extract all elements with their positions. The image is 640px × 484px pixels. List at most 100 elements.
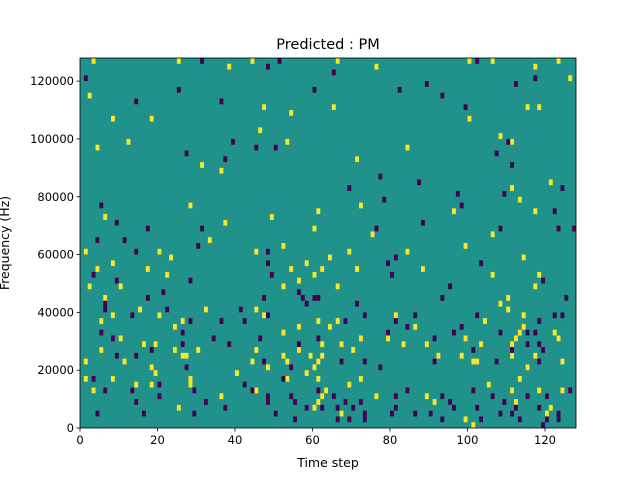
x-tick-label: 20 (150, 433, 165, 447)
heatmap-cell-high (223, 219, 228, 226)
heatmap-cell-low (440, 295, 445, 301)
heatmap-cell-low (114, 352, 119, 359)
heatmap-cell-low (390, 271, 394, 278)
heatmap-cell-low (432, 358, 437, 365)
heatmap-cell-low (304, 300, 309, 307)
heatmap-cell-high (506, 306, 511, 313)
heatmap-cell-low (541, 347, 546, 353)
heatmap-cell-low (192, 410, 197, 417)
heatmap-cell-high (463, 335, 468, 342)
heatmap-cell-low (219, 318, 224, 324)
heatmap-cell-high (324, 387, 329, 394)
heatmap-cell-high (118, 335, 123, 342)
heatmap-cell-low (200, 225, 205, 232)
heatmap-cell-low (455, 190, 460, 197)
heatmap-cell-high (525, 364, 530, 371)
heatmap-cell-low (273, 410, 278, 417)
heatmap-cell-high (347, 248, 352, 255)
heatmap-cell-low (525, 329, 530, 336)
heatmap-cell-high (308, 352, 313, 359)
heatmap-cell-low (343, 399, 348, 405)
heatmap-cell-low (359, 399, 363, 405)
heatmap-cell-low (459, 323, 464, 330)
heatmap-cell-low (552, 208, 557, 215)
heatmap-cell-low (130, 387, 135, 394)
heatmap-cell-high (521, 323, 526, 330)
heatmap-cell-high (436, 352, 441, 359)
heatmap-cell-low (541, 277, 546, 284)
heatmap-cell-high (250, 58, 255, 64)
heatmap-cell-high (207, 237, 212, 243)
heatmap-cell-high (413, 323, 418, 330)
heatmap-cell-low (393, 393, 398, 400)
heatmap-cell-high (149, 115, 154, 122)
heatmap-cell-high (111, 115, 115, 122)
heatmap-cell-high (188, 375, 193, 382)
heatmap-cell-low (556, 410, 561, 417)
heatmap-cell-low (91, 375, 96, 382)
heatmap-cell-low (479, 260, 484, 267)
heatmap-cell-high (281, 352, 286, 359)
heatmap-cell-low (413, 312, 418, 319)
heatmap-cell-low (335, 416, 340, 423)
heatmap-cell-high (548, 404, 553, 411)
heatmap-cell-low (254, 144, 259, 151)
heatmap-cell-high (126, 138, 131, 145)
heatmap-cell-high (134, 381, 139, 388)
heatmap-cell-low (397, 86, 402, 93)
heatmap-cell-low (111, 335, 115, 342)
heatmap-cell-high (483, 318, 487, 324)
heatmap-cell-low (510, 347, 515, 353)
heatmap-cell-low (149, 347, 154, 353)
heatmap-cell-high (262, 104, 267, 111)
heatmap-cell-high (490, 58, 495, 64)
heatmap-cell-high (328, 254, 332, 261)
heatmap-cell-low (134, 98, 139, 105)
heatmap-background (80, 58, 576, 428)
heatmap-cell-low (514, 404, 518, 411)
heatmap-cell-high (560, 358, 565, 365)
heatmap-cell-high (556, 58, 561, 64)
heatmap-cell-low (545, 416, 549, 423)
heatmap-cell-high (548, 179, 553, 186)
heatmap-cell-high (393, 312, 398, 319)
heatmap-cell-high (510, 185, 515, 191)
heatmap-cell-low (498, 410, 503, 417)
heatmap-cell-low (510, 162, 515, 168)
heatmap-cell-low (130, 312, 135, 319)
heatmap-cell-low (289, 393, 294, 400)
heatmap-cell-low (378, 173, 383, 180)
heatmap-cell-low (417, 179, 422, 186)
heatmap-cell-high (405, 248, 410, 255)
heatmap-cell-low (568, 387, 573, 394)
heatmap-cell-high (111, 260, 115, 267)
heatmap-cell-low (432, 335, 437, 342)
heatmap-cell-low (196, 243, 201, 249)
heatmap-cell-low (266, 312, 270, 319)
heatmap-cell-high (304, 370, 309, 376)
heatmap-cell-high (153, 341, 158, 348)
heatmap-cell-high (95, 266, 100, 272)
heatmap-cell-low (184, 150, 189, 157)
heatmap-cell-high (184, 352, 189, 359)
heatmap-cell-low (390, 410, 394, 417)
heatmap-cell-low (300, 295, 305, 301)
heatmap-cell-low (273, 144, 278, 151)
heatmap-cell-low (95, 410, 100, 417)
heatmap-cell-high (335, 283, 340, 290)
heatmap-cell-high (471, 422, 476, 428)
heatmap-cell-high (99, 318, 104, 324)
heatmap-cell-low (378, 364, 383, 371)
heatmap-cell-high (556, 335, 561, 342)
heatmap-cell-high (351, 347, 356, 353)
heatmap-cell-low (145, 295, 150, 301)
heatmap-cell-low (83, 75, 88, 82)
heatmap-cell-high (157, 248, 162, 255)
heatmap-cell-high (235, 370, 239, 376)
heatmap-cell-low (145, 225, 150, 232)
heatmap-cell-low (188, 277, 193, 284)
heatmap-cell-low (304, 404, 309, 411)
heatmap-cell-low (514, 81, 518, 87)
